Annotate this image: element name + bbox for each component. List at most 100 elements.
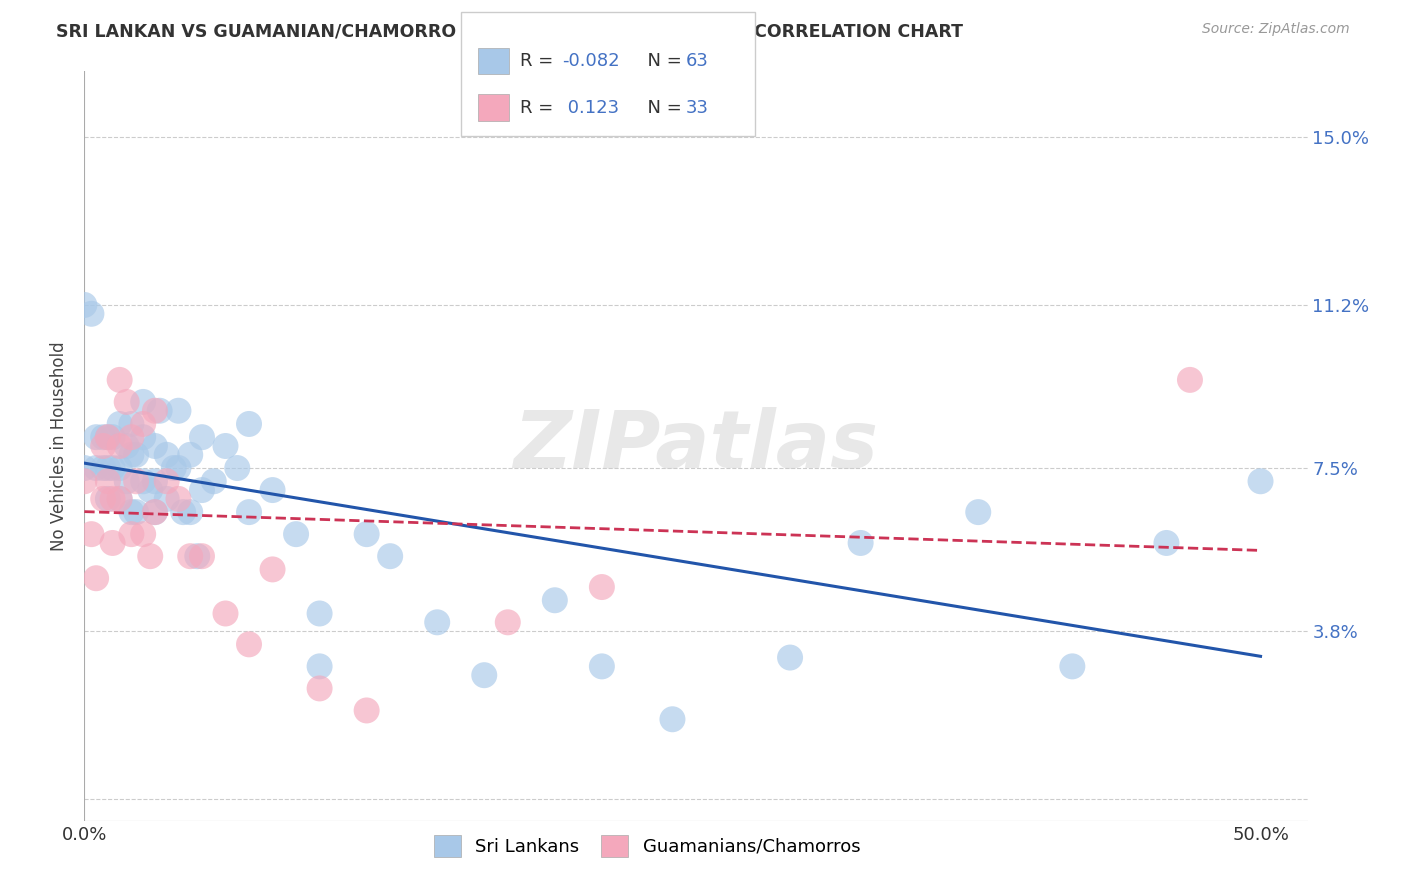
Text: ZIPatlas: ZIPatlas (513, 407, 879, 485)
Point (167, 461, 190, 475)
Point (108, 461, 131, 475)
Point (156, 491, 179, 506)
Point (1156, 536, 1178, 550)
Point (214, 607, 236, 621)
Point (143, 403, 166, 417)
Point (84, 571, 107, 585)
Point (172, 505, 194, 519)
Point (120, 448, 142, 462)
Point (226, 461, 249, 475)
Text: 63: 63 (686, 52, 709, 70)
Legend: Sri Lankans, Guamanians/Chamorros: Sri Lankans, Guamanians/Chamorros (426, 828, 868, 864)
Point (132, 475, 155, 489)
Point (91, 461, 114, 475)
Point (238, 505, 260, 519)
Point (125, 475, 148, 489)
Point (202, 475, 225, 489)
Point (179, 448, 201, 462)
Point (73, 298, 96, 312)
Point (143, 505, 166, 519)
Point (967, 505, 990, 519)
Text: SRI LANKAN VS GUAMANIAN/CHAMORRO NO VEHICLES IN HOUSEHOLD CORRELATION CHART: SRI LANKAN VS GUAMANIAN/CHAMORRO NO VEHI… (56, 22, 963, 40)
Point (115, 395, 138, 409)
Point (80, 307, 103, 321)
Point (308, 659, 330, 673)
Point (163, 461, 186, 475)
Point (84, 430, 107, 444)
Point (167, 491, 190, 506)
Point (108, 417, 131, 431)
Point (156, 475, 179, 489)
Point (262, 483, 284, 497)
Point (308, 681, 330, 696)
Point (108, 491, 131, 506)
Point (120, 527, 142, 541)
Point (139, 483, 162, 497)
Point (132, 527, 155, 541)
Point (132, 430, 155, 444)
Point (191, 549, 214, 564)
Point (472, 668, 495, 682)
Point (115, 475, 138, 489)
Point (101, 461, 124, 475)
Point (80, 527, 103, 541)
Point (101, 536, 124, 550)
Point (380, 549, 402, 564)
Point (125, 505, 148, 519)
Point (101, 491, 124, 506)
Point (661, 712, 683, 726)
Point (849, 536, 872, 550)
Point (132, 395, 155, 409)
Text: -0.082: -0.082 (562, 52, 620, 70)
Point (356, 527, 378, 541)
Point (125, 448, 148, 462)
Point (426, 615, 449, 630)
Point (191, 483, 214, 497)
Point (143, 439, 166, 453)
Point (191, 430, 214, 444)
Point (591, 580, 613, 594)
Point (108, 373, 131, 387)
Point (167, 403, 190, 417)
Point (97, 430, 120, 444)
Point (108, 491, 131, 506)
Point (91, 491, 114, 506)
Point (139, 549, 162, 564)
Point (1250, 475, 1272, 489)
Point (73, 475, 96, 489)
Point (1062, 659, 1084, 673)
Point (115, 439, 138, 453)
Point (186, 549, 208, 564)
Point (97, 491, 120, 506)
Text: N =: N = (636, 99, 688, 117)
Y-axis label: No Vehicles in Household: No Vehicles in Household (51, 341, 69, 551)
Point (1178, 373, 1201, 387)
Point (156, 448, 179, 462)
Point (179, 549, 201, 564)
Text: 0.123: 0.123 (562, 99, 620, 117)
Text: R =: R = (520, 99, 560, 117)
Point (108, 439, 131, 453)
Point (214, 439, 236, 453)
Point (591, 659, 613, 673)
Point (91, 439, 114, 453)
Point (132, 417, 155, 431)
Point (84, 461, 107, 475)
Point (285, 527, 308, 541)
Point (101, 430, 124, 444)
Text: 33: 33 (686, 99, 709, 117)
Point (120, 505, 142, 519)
Point (97, 475, 120, 489)
Point (120, 417, 142, 431)
Point (238, 637, 260, 651)
Point (97, 430, 120, 444)
Point (308, 607, 330, 621)
Point (143, 475, 166, 489)
Point (496, 615, 519, 630)
Point (544, 593, 567, 607)
Text: R =: R = (520, 52, 560, 70)
Point (73, 461, 96, 475)
Point (91, 430, 114, 444)
Point (179, 505, 201, 519)
Text: Source: ZipAtlas.com: Source: ZipAtlas.com (1202, 22, 1350, 37)
